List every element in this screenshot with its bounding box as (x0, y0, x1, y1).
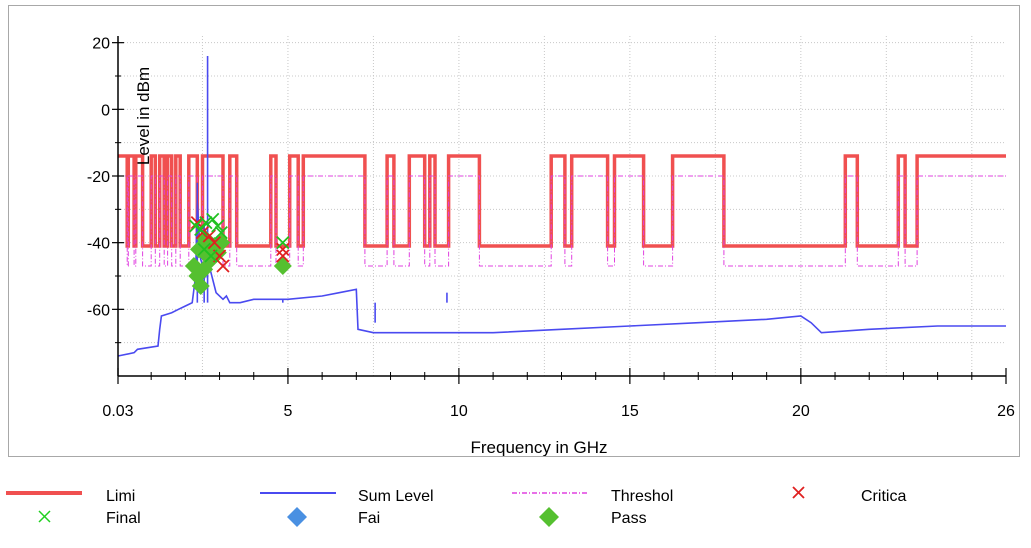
critica-marker (216, 259, 230, 273)
y-tick-label: -20 (87, 169, 110, 186)
series-line-sum-level (117, 202, 1006, 357)
x-axis-title: Frequency in GHz (471, 438, 608, 456)
final-marker (204, 249, 218, 263)
pass-marker (191, 277, 210, 295)
marker-layer (184, 212, 292, 295)
x-tick-label: 26 (997, 403, 1015, 420)
legend-label-limi: Limi (106, 488, 136, 505)
critica-marker (276, 242, 290, 256)
legend-label-final: Final (106, 510, 141, 527)
x-tick-label: 0.03 (102, 403, 133, 420)
legend-label-threshol: Threshol (611, 488, 674, 505)
final-marker (276, 236, 290, 250)
chart-svg: 20 0 -20 -40 -60 0.03 5 10 15 20 26 Frequency in G… (87, 36, 1015, 456)
final-marker (214, 226, 228, 240)
legend-label-sum-level: Sum Level (358, 488, 434, 505)
x-tick-label: 20 (792, 403, 810, 420)
y-tick-label: -40 (87, 236, 110, 253)
axes: 20 0 -20 -40 -60 0.03 5 10 15 20 26 (87, 36, 1015, 420)
legend-label-critica: Critica (861, 488, 907, 505)
legend-swatch-pass (539, 507, 559, 527)
critica-marker (276, 249, 290, 263)
chart-frame: 20 0 -20 -40 -60 0.03 5 10 15 20 26 Frequency in G… (8, 5, 1020, 457)
final-marker (194, 222, 208, 236)
critica-marker (202, 229, 216, 243)
series-line-threshol (118, 175, 1006, 267)
legend-label-pass: Pass (611, 510, 647, 527)
final-marker (199, 216, 213, 230)
pass-marker (195, 260, 214, 279)
y-tick-label: 0 (101, 102, 110, 119)
pass-marker (273, 257, 292, 275)
x-tick-label: 10 (450, 403, 468, 420)
series-layer (117, 56, 1006, 357)
final-marker (206, 212, 220, 226)
series-line-limi (118, 154, 1006, 248)
x-tick-label: 5 (283, 403, 292, 420)
legend-swatch-final (38, 510, 51, 523)
y-tick-label: 20 (92, 36, 110, 53)
critica-marker (207, 236, 222, 250)
y-axis-title: Level in dBm (134, 67, 153, 165)
legend-swatch-critica (792, 486, 805, 499)
final-marker (211, 219, 225, 233)
legend-swatch-fai (287, 507, 307, 527)
x-tick-label: 15 (621, 403, 639, 420)
y-tick-label: -60 (87, 302, 110, 319)
legend-label-fai: Fai (358, 510, 381, 527)
grid-lines (118, 36, 1006, 376)
